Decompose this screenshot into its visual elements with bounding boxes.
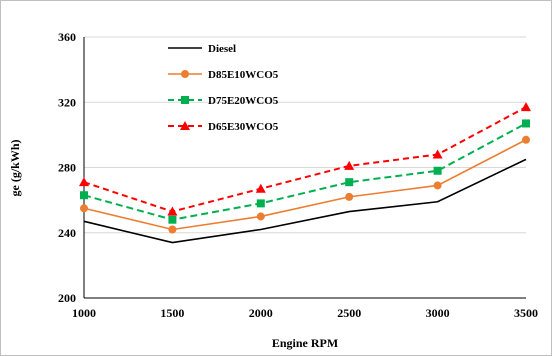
legend: Diesel D85E10WCO5 D75E20WCO5 D65E30WCO5 bbox=[168, 43, 279, 133]
series-line-d75e20wco5 bbox=[83, 122, 527, 221]
x-tick-label: 3500 bbox=[514, 306, 538, 320]
legend-item-d85e10wco5: D85E10WCO5 bbox=[168, 69, 279, 81]
series-d65e30wco5 bbox=[79, 102, 531, 216]
data-point-d65e30wco5 bbox=[521, 102, 531, 112]
data-point-d75e20wco5 bbox=[522, 119, 530, 128]
legend-label: D65E30WCO5 bbox=[208, 121, 279, 133]
x-tick-label: 2000 bbox=[249, 306, 273, 320]
x-axis-title: Engine RPM bbox=[272, 336, 338, 350]
legend-item-diesel: Diesel bbox=[168, 43, 236, 55]
axes bbox=[83, 37, 526, 299]
legend-item-d65e30wco5: D65E30WCO5 bbox=[168, 121, 279, 133]
data-point-d85e10wco5 bbox=[168, 225, 177, 234]
tick-labels: 200 240 280 320 360 1000 1500 2000 2500 3000 3500 bbox=[58, 30, 538, 320]
data-point-d75e20wco5 bbox=[345, 178, 354, 187]
legend-marker bbox=[181, 70, 189, 78]
series-line-d65e30wco5 bbox=[83, 106, 527, 213]
legend-item-d75e20wco5: D75E20WCO5 bbox=[168, 95, 279, 107]
y-tick-label: 360 bbox=[58, 30, 76, 44]
series-d85e10wco5 bbox=[80, 135, 530, 234]
x-tick-label: 2500 bbox=[337, 306, 361, 320]
series-diesel bbox=[83, 158, 527, 244]
data-point-d85e10wco5 bbox=[80, 204, 88, 213]
x-tick-label: 1500 bbox=[160, 306, 184, 320]
data-point-d85e10wco5 bbox=[256, 212, 265, 221]
data-point-d85e10wco5 bbox=[433, 181, 442, 190]
y-tick-label: 240 bbox=[58, 226, 76, 240]
data-point-d75e20wco5 bbox=[433, 166, 442, 175]
series-d75e20wco5 bbox=[80, 119, 530, 224]
y-tick-label: 320 bbox=[58, 95, 76, 109]
data-point-d75e20wco5 bbox=[80, 191, 88, 200]
series-lines bbox=[79, 102, 531, 244]
x-tick-label: 1000 bbox=[72, 306, 96, 320]
y-tick-label: 200 bbox=[58, 291, 76, 305]
series-line-d85e10wco5 bbox=[83, 139, 527, 231]
legend-label: D85E10WCO5 bbox=[208, 69, 279, 81]
data-point-d65e30wco5 bbox=[344, 160, 355, 170]
series-line-diesel bbox=[83, 158, 527, 244]
data-point-d65e30wco5 bbox=[432, 149, 443, 159]
x-tick-label: 3000 bbox=[426, 306, 450, 320]
data-point-d85e10wco5 bbox=[522, 135, 530, 144]
y-axis-title: ge (g/kWh) bbox=[8, 139, 22, 196]
data-point-d65e30wco5 bbox=[79, 177, 89, 187]
legend-label: Diesel bbox=[208, 43, 236, 55]
data-point-d65e30wco5 bbox=[167, 206, 178, 216]
data-point-d75e20wco5 bbox=[168, 215, 177, 224]
legend-marker bbox=[181, 96, 189, 104]
data-point-d65e30wco5 bbox=[255, 183, 266, 193]
data-point-d85e10wco5 bbox=[345, 192, 354, 201]
legend-label: D75E20WCO5 bbox=[208, 95, 279, 107]
legend-marker bbox=[180, 121, 190, 130]
y-tick-label: 280 bbox=[58, 161, 76, 175]
data-point-d75e20wco5 bbox=[256, 199, 265, 208]
